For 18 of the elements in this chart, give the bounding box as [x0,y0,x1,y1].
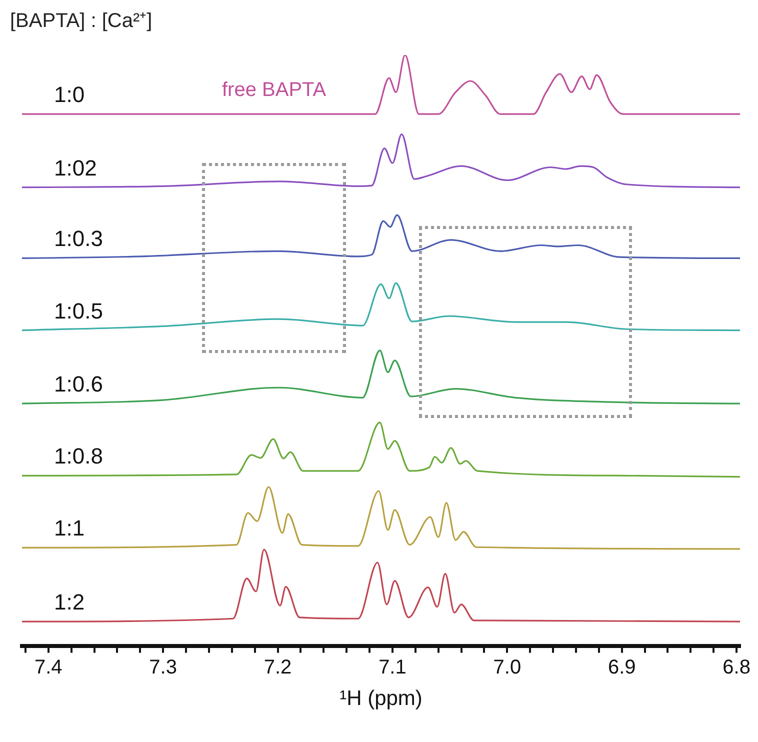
x-tick-label: 7.0 [493,656,522,678]
x-tick-label: 7.2 [264,656,292,678]
series-label: 1:02 [54,155,97,180]
series-label: 1:0.5 [54,298,103,324]
x-tick-label: 6.8 [722,656,750,678]
series-label: 1:2 [54,590,85,615]
legend-title: [BAPTA] : [Ca²⁺] [10,9,152,33]
x-tick-label: 7.1 [378,656,406,678]
x-tick-label: 7.4 [34,656,62,678]
series-label: 1:0 [54,82,85,108]
x-axis-title: ¹H (ppm) [340,687,422,710]
x-tick-label: 6.9 [608,656,636,678]
x-tick-label: 7.3 [149,656,177,678]
series-label: 1:0.3 [54,226,103,252]
series-label: 1:0.6 [54,372,103,397]
series-label: 1:1 [54,516,85,541]
annotation: free BAPTA [222,79,327,102]
series-label: 1:0.8 [54,444,103,469]
